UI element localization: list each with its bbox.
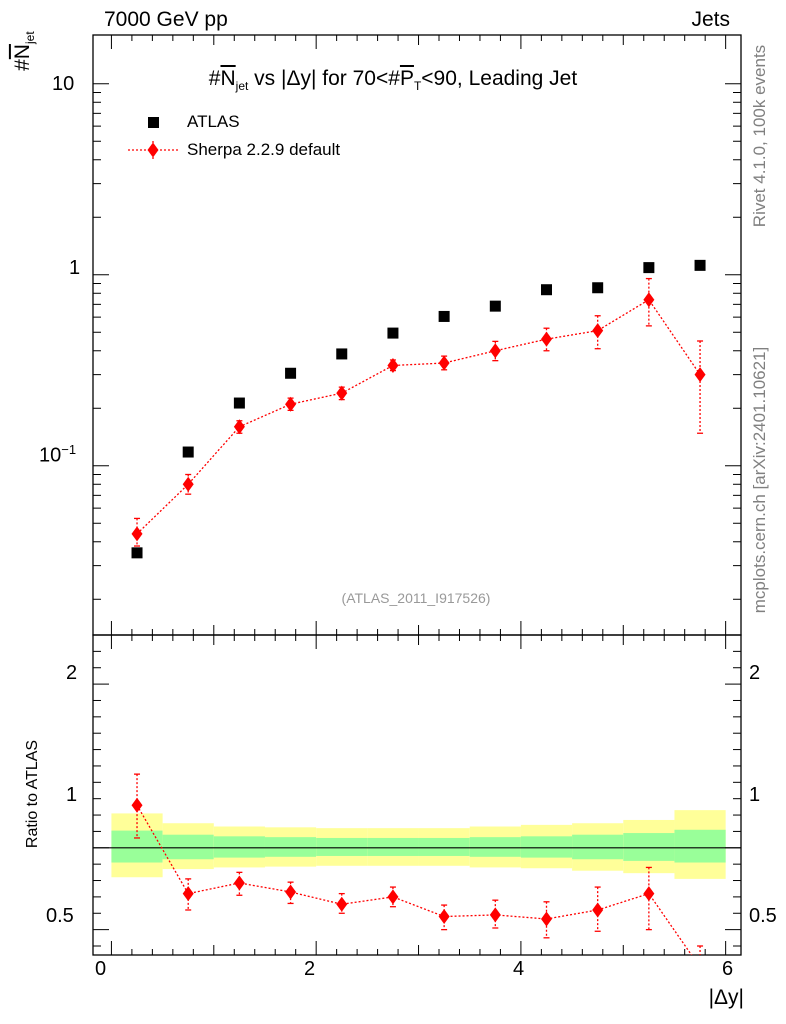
ytick-label-1: 1 — [69, 257, 81, 279]
ratio-sherpa-data-point — [285, 884, 297, 900]
atlas-data-point — [233, 397, 245, 409]
legend-label-sherpa: Sherpa 2.2.9 default — [187, 140, 341, 159]
sherpa-data-point — [182, 476, 194, 492]
ratio-inner-band — [213, 836, 265, 858]
category-label: Jets — [691, 8, 730, 31]
sherpa-data-point — [336, 385, 348, 401]
ratio-sherpa-data-point — [540, 911, 552, 927]
ratio-inner-band — [316, 837, 368, 856]
ratio-sherpa-data-point — [182, 886, 194, 902]
ratio-ytick-right-1: 1 — [749, 784, 761, 806]
atlas-data-point — [131, 547, 143, 559]
sherpa-data-point — [592, 323, 604, 339]
energy-label: 7000 GeV pp — [104, 8, 228, 31]
main-y-axis-label: #Njet — [10, 31, 38, 71]
atlas-data-point — [694, 259, 706, 271]
sherpa-data-point — [387, 357, 399, 373]
sherpa-data-point — [438, 355, 450, 371]
ratio-ytick-right-0.5: 0.5 — [749, 905, 777, 927]
ratio-sherpa-data-point — [131, 797, 143, 813]
ratio-inner-band — [162, 834, 214, 860]
ratio-inner-band — [520, 836, 573, 858]
atlas-data-point — [540, 284, 552, 296]
ratio-sherpa-data-point — [695, 960, 706, 975]
ratio-sherpa-data-point — [233, 875, 245, 891]
ratio-ytick-left-2: 2 — [66, 662, 78, 684]
ratio-ytick-right-2: 2 — [749, 662, 761, 684]
ratio-inner-band — [469, 837, 521, 857]
ratio-inner-band — [418, 837, 470, 856]
ratio-series-group — [131, 773, 706, 975]
atlas-data-point — [336, 348, 348, 360]
atlas-data-point — [387, 327, 399, 339]
ratio-inner-band — [572, 834, 624, 860]
ratio-sherpa-data-point — [643, 886, 655, 902]
sherpa-data-point — [285, 396, 297, 412]
atlas-data-point — [182, 446, 194, 458]
ratio-sherpa-data-point — [438, 909, 450, 925]
sherpa-data-point — [233, 419, 245, 435]
ratio-sherpa-data-point — [489, 907, 501, 923]
analysis-watermark: (ATLAS_2011_I917526) — [341, 590, 491, 606]
ratio-band-group — [111, 810, 726, 879]
atlas-data-point — [489, 300, 501, 312]
ratio-plot-frame — [92, 634, 742, 956]
ratio-sherpa-data-point — [387, 889, 399, 905]
sherpa-line — [136, 298, 701, 535]
ytick-label-0.1: 10−1 — [39, 442, 77, 467]
legend-label-atlas: ATLAS — [187, 112, 240, 131]
legend-marker-sherpa — [147, 142, 159, 158]
ytick-label-10: 10 — [52, 73, 75, 95]
atlas-data-point — [643, 262, 655, 274]
xtick-label-4: 4 — [513, 958, 525, 980]
ratio-inner-band — [367, 837, 419, 856]
sherpa-data-point — [540, 331, 552, 347]
mcplots-source-label: mcplots.cern.ch [arXiv:2401.10621] — [750, 346, 769, 614]
atlas-data-point — [438, 310, 450, 322]
xtick-label-6: 6 — [722, 958, 734, 980]
ratio-inner-band — [674, 829, 726, 863]
ratio-sherpa-line — [136, 804, 693, 955]
ratio-ytick-left-1: 1 — [66, 784, 78, 806]
sherpa-data-point — [131, 526, 143, 542]
ratio-inner-band — [623, 833, 675, 861]
sherpa-data-point — [643, 292, 655, 308]
ratio-inner-band — [264, 837, 317, 857]
ratio-y-axis-label: Ratio to ATLAS — [24, 739, 41, 849]
sherpa-data-point — [489, 343, 501, 359]
xtick-label-2: 2 — [304, 958, 316, 980]
ratio-ytick-left-0.5: 0.5 — [46, 905, 74, 927]
atlas-data-point — [592, 282, 604, 294]
ratio-sherpa-data-point — [592, 902, 604, 918]
atlas-data-point — [285, 367, 297, 379]
rivet-version-label: Rivet 4.1.0, 100k events — [750, 44, 769, 228]
xtick-label-0: 0 — [95, 958, 107, 980]
main-plot-title: #Njet vs |Δy| for 70<#PT<90, Leading Jet — [208, 67, 578, 94]
sherpa-data-point — [694, 367, 706, 383]
x-axis-label: |Δy| — [708, 986, 744, 1009]
ratio-sherpa-data-point — [336, 896, 348, 912]
legend-marker-atlas — [148, 117, 159, 128]
